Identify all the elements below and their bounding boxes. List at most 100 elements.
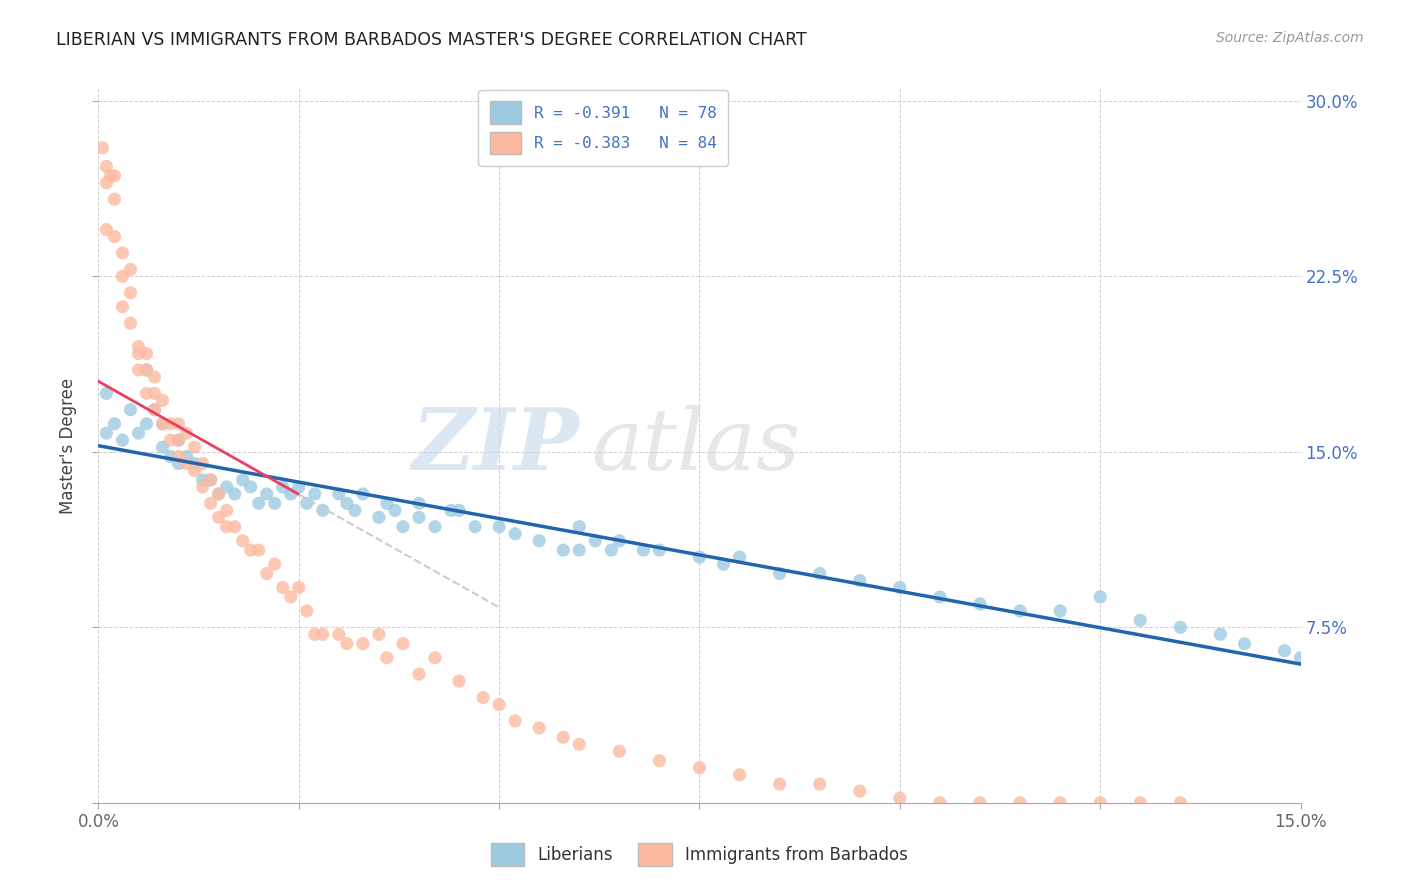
Point — [191, 480, 214, 494]
Point — [336, 637, 359, 651]
Point — [103, 417, 125, 431]
Point — [191, 473, 214, 487]
Point — [167, 457, 190, 471]
Point — [128, 340, 150, 354]
Point — [1129, 613, 1152, 627]
Point — [728, 768, 751, 782]
Point — [304, 487, 326, 501]
Point — [1305, 660, 1327, 674]
Point — [312, 627, 335, 641]
Point — [280, 590, 302, 604]
Point — [808, 777, 831, 791]
Point — [167, 450, 190, 464]
Point — [808, 566, 831, 581]
Point — [583, 533, 606, 548]
Point — [208, 510, 231, 524]
Point — [143, 402, 166, 417]
Point — [384, 503, 406, 517]
Point — [1209, 627, 1232, 641]
Point — [135, 417, 157, 431]
Point — [609, 533, 631, 548]
Point — [352, 487, 374, 501]
Point — [128, 346, 150, 360]
Point — [304, 627, 326, 641]
Point — [408, 667, 430, 681]
Point — [713, 557, 735, 571]
Point — [343, 503, 366, 517]
Point — [503, 714, 526, 728]
Point — [271, 480, 294, 494]
Point — [143, 386, 166, 401]
Point — [336, 496, 359, 510]
Point — [328, 487, 350, 501]
Point — [152, 393, 174, 408]
Point — [1322, 667, 1344, 681]
Point — [232, 473, 254, 487]
Point — [263, 557, 285, 571]
Point — [609, 744, 631, 758]
Point — [143, 402, 166, 417]
Point — [352, 637, 374, 651]
Point — [472, 690, 495, 705]
Point — [600, 543, 623, 558]
Point — [167, 433, 190, 447]
Point — [447, 674, 470, 689]
Point — [152, 417, 174, 431]
Point — [128, 426, 150, 441]
Point — [1010, 796, 1032, 810]
Point — [215, 503, 238, 517]
Point — [176, 457, 198, 471]
Point — [167, 417, 190, 431]
Point — [247, 496, 270, 510]
Point — [1289, 650, 1312, 665]
Point — [288, 581, 311, 595]
Point — [568, 543, 591, 558]
Point — [368, 510, 391, 524]
Point — [1049, 796, 1071, 810]
Point — [969, 796, 991, 810]
Point — [375, 650, 398, 665]
Point — [1170, 796, 1192, 810]
Point — [103, 229, 125, 244]
Point — [553, 731, 575, 745]
Point — [440, 503, 463, 517]
Point — [191, 457, 214, 471]
Point — [1010, 604, 1032, 618]
Point — [135, 363, 157, 377]
Point — [689, 761, 711, 775]
Point — [208, 487, 231, 501]
Point — [128, 363, 150, 377]
Point — [256, 566, 278, 581]
Point — [176, 426, 198, 441]
Point — [263, 496, 285, 510]
Point — [152, 440, 174, 454]
Point — [111, 433, 134, 447]
Point — [135, 386, 157, 401]
Point — [1233, 637, 1256, 651]
Point — [633, 543, 655, 558]
Point — [176, 450, 198, 464]
Point — [103, 192, 125, 206]
Point — [239, 543, 262, 558]
Point — [280, 487, 302, 501]
Point — [208, 487, 231, 501]
Point — [103, 169, 125, 183]
Point — [215, 480, 238, 494]
Point — [689, 550, 711, 565]
Point — [224, 487, 246, 501]
Point — [247, 543, 270, 558]
Point — [96, 386, 118, 401]
Point — [368, 627, 391, 641]
Point — [1274, 644, 1296, 658]
Point — [295, 604, 318, 618]
Point — [111, 300, 134, 314]
Point — [1330, 674, 1353, 689]
Text: ZIP: ZIP — [412, 404, 579, 488]
Point — [120, 316, 142, 330]
Text: atlas: atlas — [592, 405, 800, 487]
Point — [929, 796, 952, 810]
Point — [271, 581, 294, 595]
Point — [159, 417, 181, 431]
Point — [120, 285, 142, 300]
Point — [200, 473, 222, 487]
